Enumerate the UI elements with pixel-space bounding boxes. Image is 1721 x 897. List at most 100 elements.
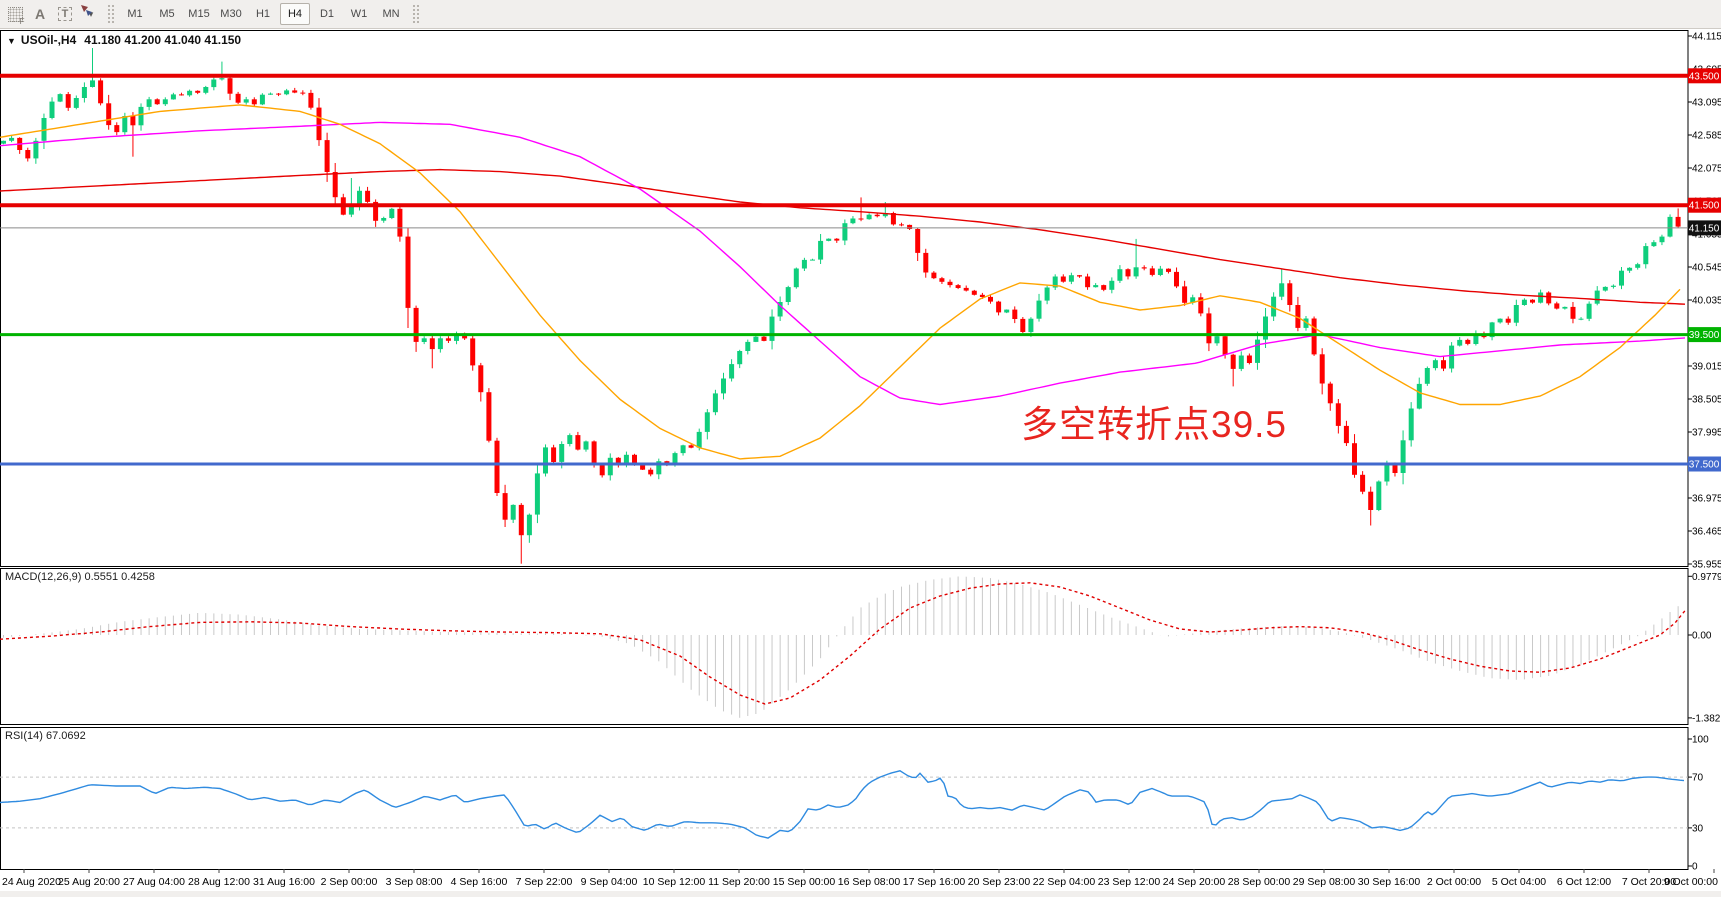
current-price-badge — [1688, 220, 1721, 236]
macd-panel: 0.9779 0.00 -1.382 — [0, 572, 1721, 724]
svg-text:100: 100 — [1692, 735, 1709, 746]
price-badge-37.500 — [1688, 456, 1721, 472]
cursor-shapes-glyph — [81, 5, 92, 16]
rsi-line — [0, 770, 1685, 839]
time-axis-label: 23 Sep 12:00 — [1098, 876, 1161, 888]
ohlc-high: 41.200 — [124, 33, 162, 47]
svg-text:43.500: 43.500 — [1689, 71, 1720, 82]
horizontal-lines — [0, 73, 1688, 466]
time-axis-label: 2 Oct 00:00 — [1427, 876, 1481, 888]
svg-text:41.500: 41.500 — [1689, 201, 1720, 212]
grid-snap-icon[interactable]: F — [4, 3, 26, 26]
svg-text:40.545: 40.545 — [1692, 263, 1721, 274]
svg-text:41.150: 41.150 — [1689, 223, 1720, 234]
ma-orange — [0, 104, 1681, 460]
time-axis-label: 6 Oct 12:00 — [1557, 876, 1611, 888]
time-axis-label: 11 Sep 20:00 — [708, 876, 770, 888]
time-axis-label: 7 Oct 20:00 — [1622, 876, 1676, 888]
price-badge-39.500 — [1688, 327, 1721, 343]
time-axis-label: 24 Aug 2020 — [2, 876, 61, 888]
svg-text:70: 70 — [1692, 773, 1704, 784]
svg-text:40.035: 40.035 — [1692, 296, 1721, 307]
timeframe-button-m1[interactable]: M1 — [127, 8, 143, 20]
time-axis-label: 2 Sep 00:00 — [321, 876, 378, 888]
price-annotation[interactable]: 多空转折点39.5 — [1021, 404, 1288, 445]
timeframe-button-h4[interactable]: H4 — [280, 3, 310, 25]
time-axis-label: 31 Aug 16:00 — [253, 876, 315, 888]
svg-text:36.975: 36.975 — [1692, 494, 1721, 505]
arrow-pointer-icon[interactable]: A — [34, 6, 46, 22]
time-axis-label: 22 Sep 04:00 — [1033, 876, 1096, 888]
rsi-value: 67.0692 — [45, 730, 86, 742]
time-axis-label: 7 Sep 22:00 — [516, 876, 573, 888]
svg-text:39.015: 39.015 — [1692, 362, 1721, 373]
time-axis-label: 28 Aug 12:00 — [188, 876, 250, 888]
timeframe-button-mn[interactable]: MN — [382, 8, 400, 20]
svg-text:-1.382: -1.382 — [1692, 713, 1721, 724]
ohlc-open: 41.180 — [84, 33, 121, 47]
symbol-dropdown-icon[interactable]: ▼ — [7, 36, 16, 46]
time-axis-label: 20 Sep 23:00 — [968, 876, 1031, 888]
svg-text:0.9779: 0.9779 — [1692, 572, 1721, 583]
timeframe-button-h1[interactable]: H1 — [255, 8, 271, 20]
ma-magenta — [0, 121, 1686, 406]
svg-text:35.955: 35.955 — [1692, 560, 1721, 571]
time-axis-label: 24 Sep 20:00 — [1163, 876, 1226, 888]
time-axis-label: 27 Aug 04:00 — [123, 876, 185, 888]
time-axis-label: 5 Oct 04:00 — [1492, 876, 1546, 888]
time-axis-label: 17 Sep 16:00 — [903, 876, 966, 888]
ma-red-slow — [0, 168, 1686, 305]
time-axis-label: 9 Sep 04:00 — [581, 876, 638, 888]
time-axis-label: 9 Oct 00:00 — [1664, 876, 1718, 888]
svg-text:30: 30 — [1692, 823, 1704, 834]
timeframe-button-m5[interactable]: M5 — [159, 8, 175, 20]
svg-text:36.465: 36.465 — [1692, 527, 1721, 538]
time-axis-label: 4 Sep 16:00 — [451, 876, 508, 888]
time-axis-label: 10 Sep 12:00 — [643, 876, 706, 888]
svg-text:0: 0 — [1692, 862, 1698, 873]
timeframe-button-m15[interactable]: M15 — [188, 8, 210, 20]
rsi-indicator-label: RSI(14) 67.0692 — [5, 730, 86, 742]
svg-text:42.075: 42.075 — [1692, 164, 1721, 175]
timeframe-button-m30[interactable]: M30 — [220, 8, 242, 20]
price-badge-43.500 — [1688, 68, 1721, 84]
time-axis-label: 25 Aug 20:00 — [58, 876, 120, 888]
time-axis-label: 29 Sep 08:00 — [1293, 876, 1356, 888]
macd-values: 0.5551 0.4258 — [84, 571, 155, 583]
candles — [1, 48, 1681, 564]
toolbar-grip-right[interactable] — [412, 4, 419, 24]
svg-text:37.500: 37.500 — [1689, 460, 1720, 471]
svg-text:37.995: 37.995 — [1692, 428, 1721, 439]
chart-title: ▼ USOil-,H4 41.180 41.200 41.040 41.150 — [7, 33, 241, 47]
timeframe-button-d1[interactable]: D1 — [319, 8, 335, 20]
timeframe-toolbar: M1 M5 M15 M30 H1 H4 D1 W1 MN — [120, 3, 406, 25]
symbol-label: USOil-,H4 — [20, 33, 77, 47]
time-axis-label: 15 Sep 00:00 — [773, 876, 836, 888]
moving-averages — [0, 104, 1686, 460]
macd-signal-line — [0, 582, 1686, 705]
svg-text:44.115: 44.115 — [1692, 32, 1721, 43]
top-toolbar: F A T ▾ M1 M5 M15 M30 H1 H4 D1 W1 MN — [0, 0, 1721, 29]
svg-text:38.505: 38.505 — [1692, 395, 1721, 406]
price-axis: 44.11543.60543.09542.58542.07541.56541.0… — [1688, 32, 1721, 571]
svg-text:43.095: 43.095 — [1692, 98, 1721, 109]
time-axis-label: 16 Sep 08:00 — [838, 876, 901, 888]
toolbar-grip[interactable] — [107, 4, 114, 24]
ohlc-close: 41.150 — [204, 33, 242, 47]
chevron-down-icon: ▾ — [88, 8, 94, 19]
svg-text:0.00: 0.00 — [1692, 631, 1712, 642]
text-tool-icon[interactable]: T — [54, 3, 76, 25]
timeframe-button-w1[interactable]: W1 — [350, 8, 368, 20]
rsi-panel: 100 70 30 0 — [0, 735, 1709, 873]
ohlc-low: 41.040 — [164, 33, 202, 47]
time-axis-label: 28 Sep 00:00 — [1228, 876, 1291, 888]
svg-text:39.500: 39.500 — [1689, 330, 1720, 341]
macd-indicator-label: MACD(12,26,9) 0.5551 0.4258 — [5, 571, 155, 583]
time-axis-label: 30 Sep 16:00 — [1358, 876, 1421, 888]
cursor-shapes-icon[interactable]: ▾ — [79, 3, 101, 25]
time-axis-label: 3 Sep 08:00 — [386, 876, 443, 888]
svg-text:42.585: 42.585 — [1692, 131, 1721, 142]
